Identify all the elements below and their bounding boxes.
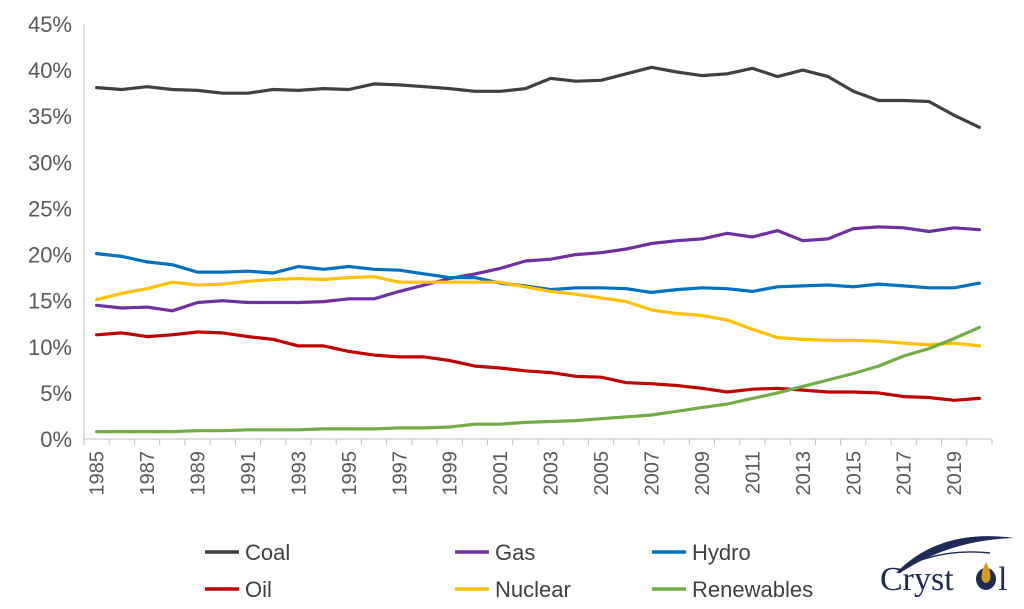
- y-tick-label: 0%: [40, 427, 72, 452]
- legend-item-renewables: Renewables: [652, 577, 813, 602]
- x-tick-label: 2009: [692, 451, 714, 496]
- legend-label: Hydro: [692, 540, 751, 565]
- y-tick-label: 40%: [28, 58, 72, 83]
- series-line-nuclear: [94, 275, 982, 348]
- x-tick-label: 1985: [87, 451, 109, 496]
- x-tick-label: 2017: [894, 451, 916, 496]
- x-tick-label: 2011: [742, 451, 764, 494]
- legend-label: Nuclear: [495, 577, 571, 602]
- y-tick-label: 5%: [40, 381, 72, 406]
- legend-item-hydro: Hydro: [652, 540, 751, 565]
- legend-label: Renewables: [692, 577, 813, 602]
- x-tick-label: 2013: [793, 451, 815, 496]
- x-tick-label: 2019: [944, 451, 966, 496]
- logo-swoosh-inner: [905, 551, 991, 567]
- y-tick-label: 45%: [28, 12, 72, 37]
- x-tick-label: 1995: [339, 451, 361, 496]
- series-line-oil: [94, 330, 982, 402]
- y-tick-label: 20%: [28, 243, 72, 268]
- y-tick-label: 30%: [28, 150, 72, 175]
- legend-label: Coal: [245, 540, 290, 565]
- x-tick-label: 1991: [238, 451, 260, 496]
- x-tick-label: 1993: [288, 451, 310, 496]
- y-tick-label: 10%: [28, 335, 72, 360]
- logo-text: Cryst: [880, 561, 954, 598]
- x-tick-label: 1997: [389, 451, 411, 496]
- x-tick-label: 1989: [188, 451, 210, 496]
- series-line-gas: [94, 225, 982, 313]
- y-tick-label: 25%: [28, 196, 72, 221]
- legend-label: Oil: [245, 577, 272, 602]
- series-line-renewables: [94, 325, 982, 434]
- legend: Coal Gas Hydro Oil Nuclear Renewables: [205, 540, 813, 602]
- logo-drop-icon: [976, 562, 996, 590]
- series-line-coal: [94, 65, 982, 129]
- logo-text-end: l: [998, 561, 1007, 598]
- x-tick-label: 1999: [440, 451, 462, 496]
- y-axis: 0% 5% 10% 15% 20% 25% 30% 35% 40% 45%: [28, 12, 85, 452]
- series-lines: [94, 65, 982, 434]
- x-tick-label: 1987: [137, 451, 159, 496]
- legend-item-coal: Coal: [205, 540, 290, 565]
- x-tick-label: 2007: [642, 451, 664, 496]
- legend-item-nuclear: Nuclear: [455, 577, 571, 602]
- crystol-logo: Cryst l: [880, 536, 1014, 598]
- legend-label: Gas: [495, 540, 535, 565]
- x-tick-label: 2003: [541, 451, 563, 496]
- y-tick-label: 35%: [28, 104, 72, 129]
- legend-item-gas: Gas: [455, 540, 535, 565]
- legend-item-oil: Oil: [205, 577, 272, 602]
- x-tick-label: 2001: [490, 451, 512, 496]
- logo-swoosh-outer: [896, 536, 1014, 573]
- y-tick-label: 15%: [28, 289, 72, 314]
- x-axis: 1985 1987 1989 1991 1993 1995 1997 1999 2001 2003…: [83, 438, 993, 496]
- x-tick-label: 2015: [843, 451, 865, 496]
- x-tick-label: 2005: [591, 451, 613, 496]
